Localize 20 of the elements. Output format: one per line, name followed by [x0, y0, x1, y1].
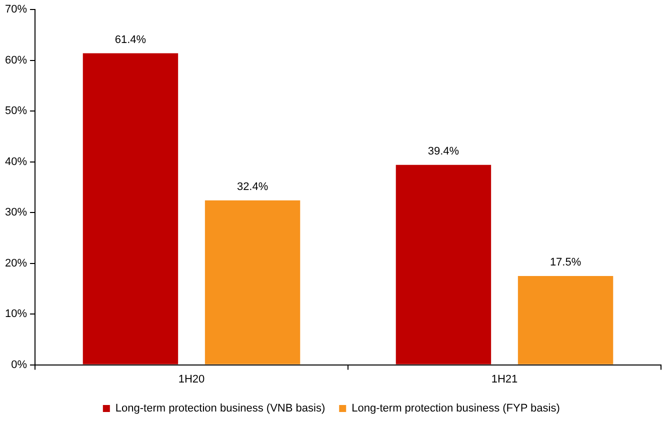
y-tick-label: 30%: [4, 206, 28, 219]
y-tick-label: 50%: [4, 105, 28, 118]
y-tick-label: 60%: [4, 54, 28, 66]
legend-label: Long-term protection business (VNB basis): [115, 402, 326, 415]
y-tick-label: 70%: [4, 4, 28, 16]
y-tick-label: 10%: [4, 308, 28, 320]
data-label: 39.4%: [428, 145, 460, 158]
bar: [82, 53, 178, 364]
x-tick-label: 1H20: [178, 373, 205, 386]
y-tick-label: 0%: [11, 358, 28, 371]
x-tick-label: 1H21: [491, 373, 518, 386]
y-tick-label: 40%: [4, 156, 28, 168]
legend-label: Long-term protection business (FYP basis): [352, 402, 560, 415]
data-label: 61.4%: [114, 34, 146, 46]
bar: [204, 200, 300, 364]
data-label: 17.5%: [550, 256, 582, 269]
bar: [396, 164, 492, 364]
data-label: 32.4%: [236, 180, 268, 193]
y-tick-label: 20%: [4, 257, 28, 270]
bar: [518, 276, 614, 364]
